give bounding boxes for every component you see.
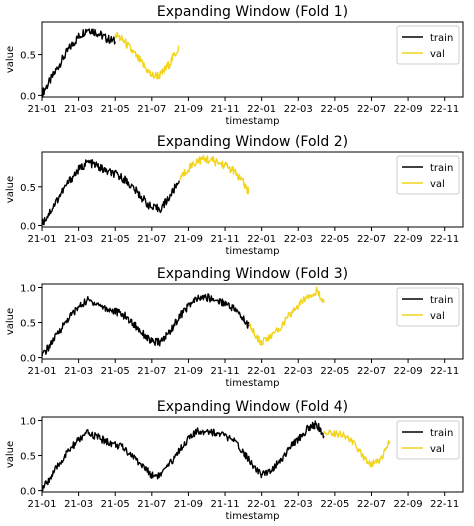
x-tick-label: 22-11 bbox=[430, 234, 459, 245]
chart-panel-4: Expanding Window (Fold 4) 21-01 21-03 21-05… bbox=[5, 399, 464, 522]
y-tick-label: 0.5 bbox=[20, 319, 36, 330]
series-line-val bbox=[179, 154, 250, 195]
x-axis-label: timestamp bbox=[226, 246, 280, 257]
x-tick-label: 21-05 bbox=[101, 104, 130, 115]
y-tick-label: 1.0 bbox=[20, 417, 36, 428]
x-tick-label: 21-05 bbox=[101, 366, 130, 377]
legend-box bbox=[396, 155, 460, 195]
y-axis-label: value bbox=[5, 308, 16, 335]
y-axis-label: value bbox=[5, 46, 16, 73]
x-tick-label: 22-01 bbox=[247, 234, 276, 245]
x-tick-label: 21-03 bbox=[64, 366, 93, 377]
x-tick-label: 22-11 bbox=[430, 366, 459, 377]
plot-area-frame bbox=[41, 416, 464, 493]
legend-label-val: val bbox=[430, 179, 445, 190]
x-tick-label: 22-01 bbox=[247, 104, 276, 115]
x-tick-label: 22-07 bbox=[357, 234, 386, 245]
x-tick-label: 22-05 bbox=[320, 234, 349, 245]
legend-box bbox=[396, 287, 460, 327]
series-line-train bbox=[41, 28, 116, 98]
series-line-train bbox=[41, 420, 325, 492]
legend-label-train: train bbox=[430, 163, 453, 174]
x-tick-label: 21-07 bbox=[137, 366, 166, 377]
series-line-train bbox=[41, 159, 180, 226]
x-tick-label: 21-03 bbox=[64, 499, 93, 510]
x-tick-label: 21-11 bbox=[211, 499, 240, 510]
chart-title: Expanding Window (Fold 3) bbox=[157, 266, 348, 282]
chart-title: Expanding Window (Fold 4) bbox=[157, 399, 348, 415]
y-tick-label: 0.0 bbox=[20, 91, 36, 102]
x-axis-label: timestamp bbox=[226, 378, 280, 389]
x-tick-label: 22-11 bbox=[430, 104, 459, 115]
x-tick-label: 21-01 bbox=[27, 366, 56, 377]
series-line-train bbox=[41, 293, 250, 357]
x-axis-label: timestamp bbox=[226, 116, 280, 127]
x-tick-label: 21-09 bbox=[174, 366, 203, 377]
series-line-val bbox=[248, 286, 325, 346]
legend-label-train: train bbox=[430, 295, 453, 306]
x-tick-label: 21-07 bbox=[137, 104, 166, 115]
x-tick-label: 21-01 bbox=[27, 234, 56, 245]
plot-area-frame bbox=[41, 151, 464, 228]
x-tick-label: 21-07 bbox=[137, 234, 166, 245]
x-tick-label: 22-09 bbox=[394, 366, 423, 377]
x-tick-label: 22-05 bbox=[320, 499, 349, 510]
x-tick-label: 22-01 bbox=[247, 366, 276, 377]
y-tick-label: 0.0 bbox=[20, 221, 36, 232]
x-tick-label: 21-07 bbox=[137, 499, 166, 510]
x-tick-label: 21-11 bbox=[211, 104, 240, 115]
legend-label-val: val bbox=[430, 49, 445, 60]
chart-title: Expanding Window (Fold 2) bbox=[157, 134, 348, 150]
y-axis-label: value bbox=[5, 176, 16, 203]
x-tick-label: 22-03 bbox=[284, 104, 313, 115]
x-tick-label: 22-07 bbox=[357, 499, 386, 510]
legend-label-val: val bbox=[430, 444, 445, 455]
x-tick-label: 21-09 bbox=[174, 499, 203, 510]
series-line-val bbox=[323, 429, 391, 468]
x-tick-label: 21-09 bbox=[174, 234, 203, 245]
x-tick-label: 22-09 bbox=[394, 499, 423, 510]
x-tick-label: 21-11 bbox=[211, 366, 240, 377]
y-tick-label: 0.5 bbox=[20, 183, 36, 194]
x-tick-label: 22-11 bbox=[430, 499, 459, 510]
x-tick-label: 21-11 bbox=[211, 234, 240, 245]
legend-label-train: train bbox=[430, 428, 453, 439]
legend-box bbox=[396, 420, 460, 460]
x-tick-label: 22-07 bbox=[357, 104, 386, 115]
x-tick-label: 21-01 bbox=[27, 104, 56, 115]
chart-title: Expanding Window (Fold 1) bbox=[157, 4, 348, 20]
x-tick-label: 21-01 bbox=[27, 499, 56, 510]
x-tick-label: 22-03 bbox=[284, 499, 313, 510]
x-tick-label: 21-03 bbox=[64, 104, 93, 115]
x-tick-label: 22-03 bbox=[284, 366, 313, 377]
chart-panel-2: Expanding Window (Fold 2) 21-01 21-03 21-05… bbox=[5, 134, 464, 257]
x-tick-label: 21-03 bbox=[64, 234, 93, 245]
chart-panel-1: Expanding Window (Fold 1) 21-01 21-03 21-05… bbox=[5, 4, 464, 127]
y-tick-label: 1.0 bbox=[20, 284, 36, 295]
x-tick-label: 22-01 bbox=[247, 499, 276, 510]
legend-label-train: train bbox=[430, 33, 453, 44]
y-tick-label: 0.5 bbox=[20, 452, 36, 463]
x-tick-label: 22-09 bbox=[394, 104, 423, 115]
x-tick-label: 21-05 bbox=[101, 234, 130, 245]
x-tick-label: 22-09 bbox=[394, 234, 423, 245]
legend-label-val: val bbox=[430, 311, 445, 322]
y-tick-label: 0.0 bbox=[20, 354, 36, 365]
x-tick-label: 22-05 bbox=[320, 366, 349, 377]
chart-panel-3: Expanding Window (Fold 3) 21-01 21-03 21-05… bbox=[5, 266, 464, 389]
y-tick-label: 0.5 bbox=[20, 51, 36, 62]
y-tick-label: 0.0 bbox=[20, 487, 36, 498]
plot-area-frame bbox=[41, 283, 464, 360]
x-tick-label: 21-05 bbox=[101, 499, 130, 510]
series-line-val bbox=[114, 31, 180, 80]
legend-box bbox=[396, 25, 460, 65]
x-tick-label: 22-05 bbox=[320, 104, 349, 115]
x-axis-label: timestamp bbox=[226, 511, 280, 522]
plot-area-frame bbox=[41, 21, 464, 98]
x-tick-label: 22-03 bbox=[284, 234, 313, 245]
x-tick-label: 21-09 bbox=[174, 104, 203, 115]
x-tick-label: 22-07 bbox=[357, 366, 386, 377]
y-axis-label: value bbox=[5, 441, 16, 468]
